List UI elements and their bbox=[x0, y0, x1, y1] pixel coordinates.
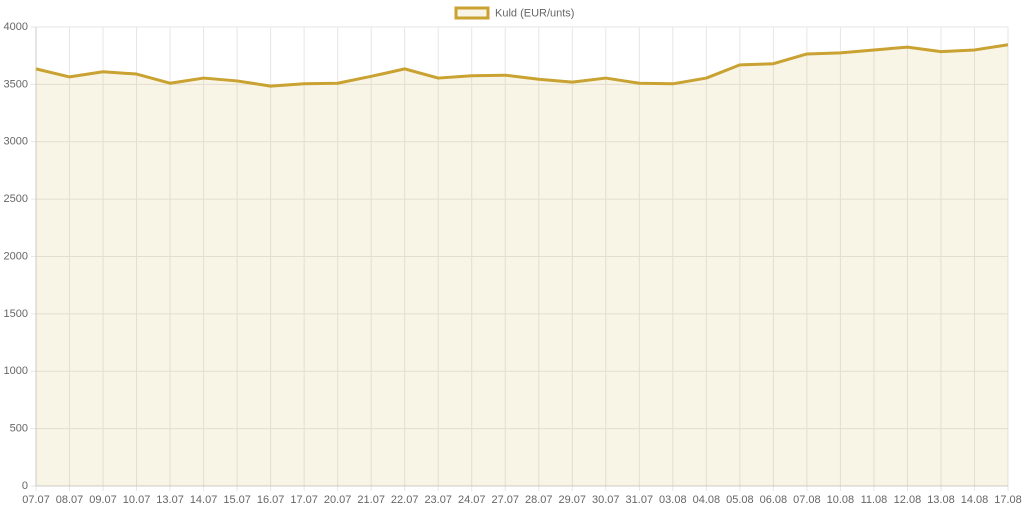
x-tick-label: 10.07 bbox=[123, 494, 151, 506]
y-tick-label: 3500 bbox=[4, 78, 28, 90]
y-tick-label: 3000 bbox=[4, 136, 28, 148]
x-tick-label: 27.07 bbox=[491, 494, 519, 506]
x-tick-label: 14.08 bbox=[961, 494, 989, 506]
x-tick-label: 03.08 bbox=[659, 494, 687, 506]
y-tick-label: 2000 bbox=[4, 250, 28, 262]
y-tick-label: 2500 bbox=[4, 193, 28, 205]
area bbox=[36, 44, 1008, 486]
x-tick-label: 31.07 bbox=[626, 494, 654, 506]
x-tick-label: 23.07 bbox=[424, 494, 452, 506]
x-tick-label: 13.07 bbox=[156, 494, 184, 506]
x-tick-label: 30.07 bbox=[592, 494, 620, 506]
x-tick-label: 20.07 bbox=[324, 494, 352, 506]
x-tick-label: 04.08 bbox=[693, 494, 721, 506]
y-tick-label: 4000 bbox=[4, 21, 28, 33]
x-tick-label: 09.07 bbox=[89, 494, 117, 506]
x-tick-label: 13.08 bbox=[927, 494, 955, 506]
x-tick-label: 28.07 bbox=[525, 494, 553, 506]
x-tick-label: 17.08 bbox=[994, 494, 1022, 506]
x-tick-label: 29.07 bbox=[559, 494, 587, 506]
x-tick-label: 21.07 bbox=[357, 494, 385, 506]
line bbox=[35, 43, 1009, 88]
legend-label: Kuld (EUR/unts) bbox=[495, 7, 574, 19]
legend-swatch bbox=[454, 6, 490, 20]
x-tick-label: 15.07 bbox=[223, 494, 251, 506]
x-tick-label: 10.08 bbox=[827, 494, 855, 506]
x-tick-label: 24.07 bbox=[458, 494, 486, 506]
x-tick-label: 07.07 bbox=[22, 494, 50, 506]
x-tick-label: 11.08 bbox=[861, 494, 888, 506]
x-tick-label: 14.07 bbox=[190, 494, 218, 506]
x-tick-label: 22.07 bbox=[391, 494, 419, 506]
x-tick-label: 06.08 bbox=[760, 494, 788, 506]
x-tick-label: 17.07 bbox=[290, 494, 318, 506]
y-tick-label: 500 bbox=[10, 423, 28, 435]
x-tick-label: 16.07 bbox=[257, 494, 285, 506]
y-tick-label: 0 bbox=[22, 480, 28, 492]
x-tick-label: 08.07 bbox=[56, 494, 84, 506]
x-tick-label: 05.08 bbox=[726, 494, 754, 506]
y-tick-label: 1000 bbox=[4, 365, 28, 377]
y-tick-label: 1500 bbox=[4, 308, 28, 320]
x-tick-label: 12.08 bbox=[894, 494, 922, 506]
x-tick-label: 07.08 bbox=[793, 494, 821, 506]
